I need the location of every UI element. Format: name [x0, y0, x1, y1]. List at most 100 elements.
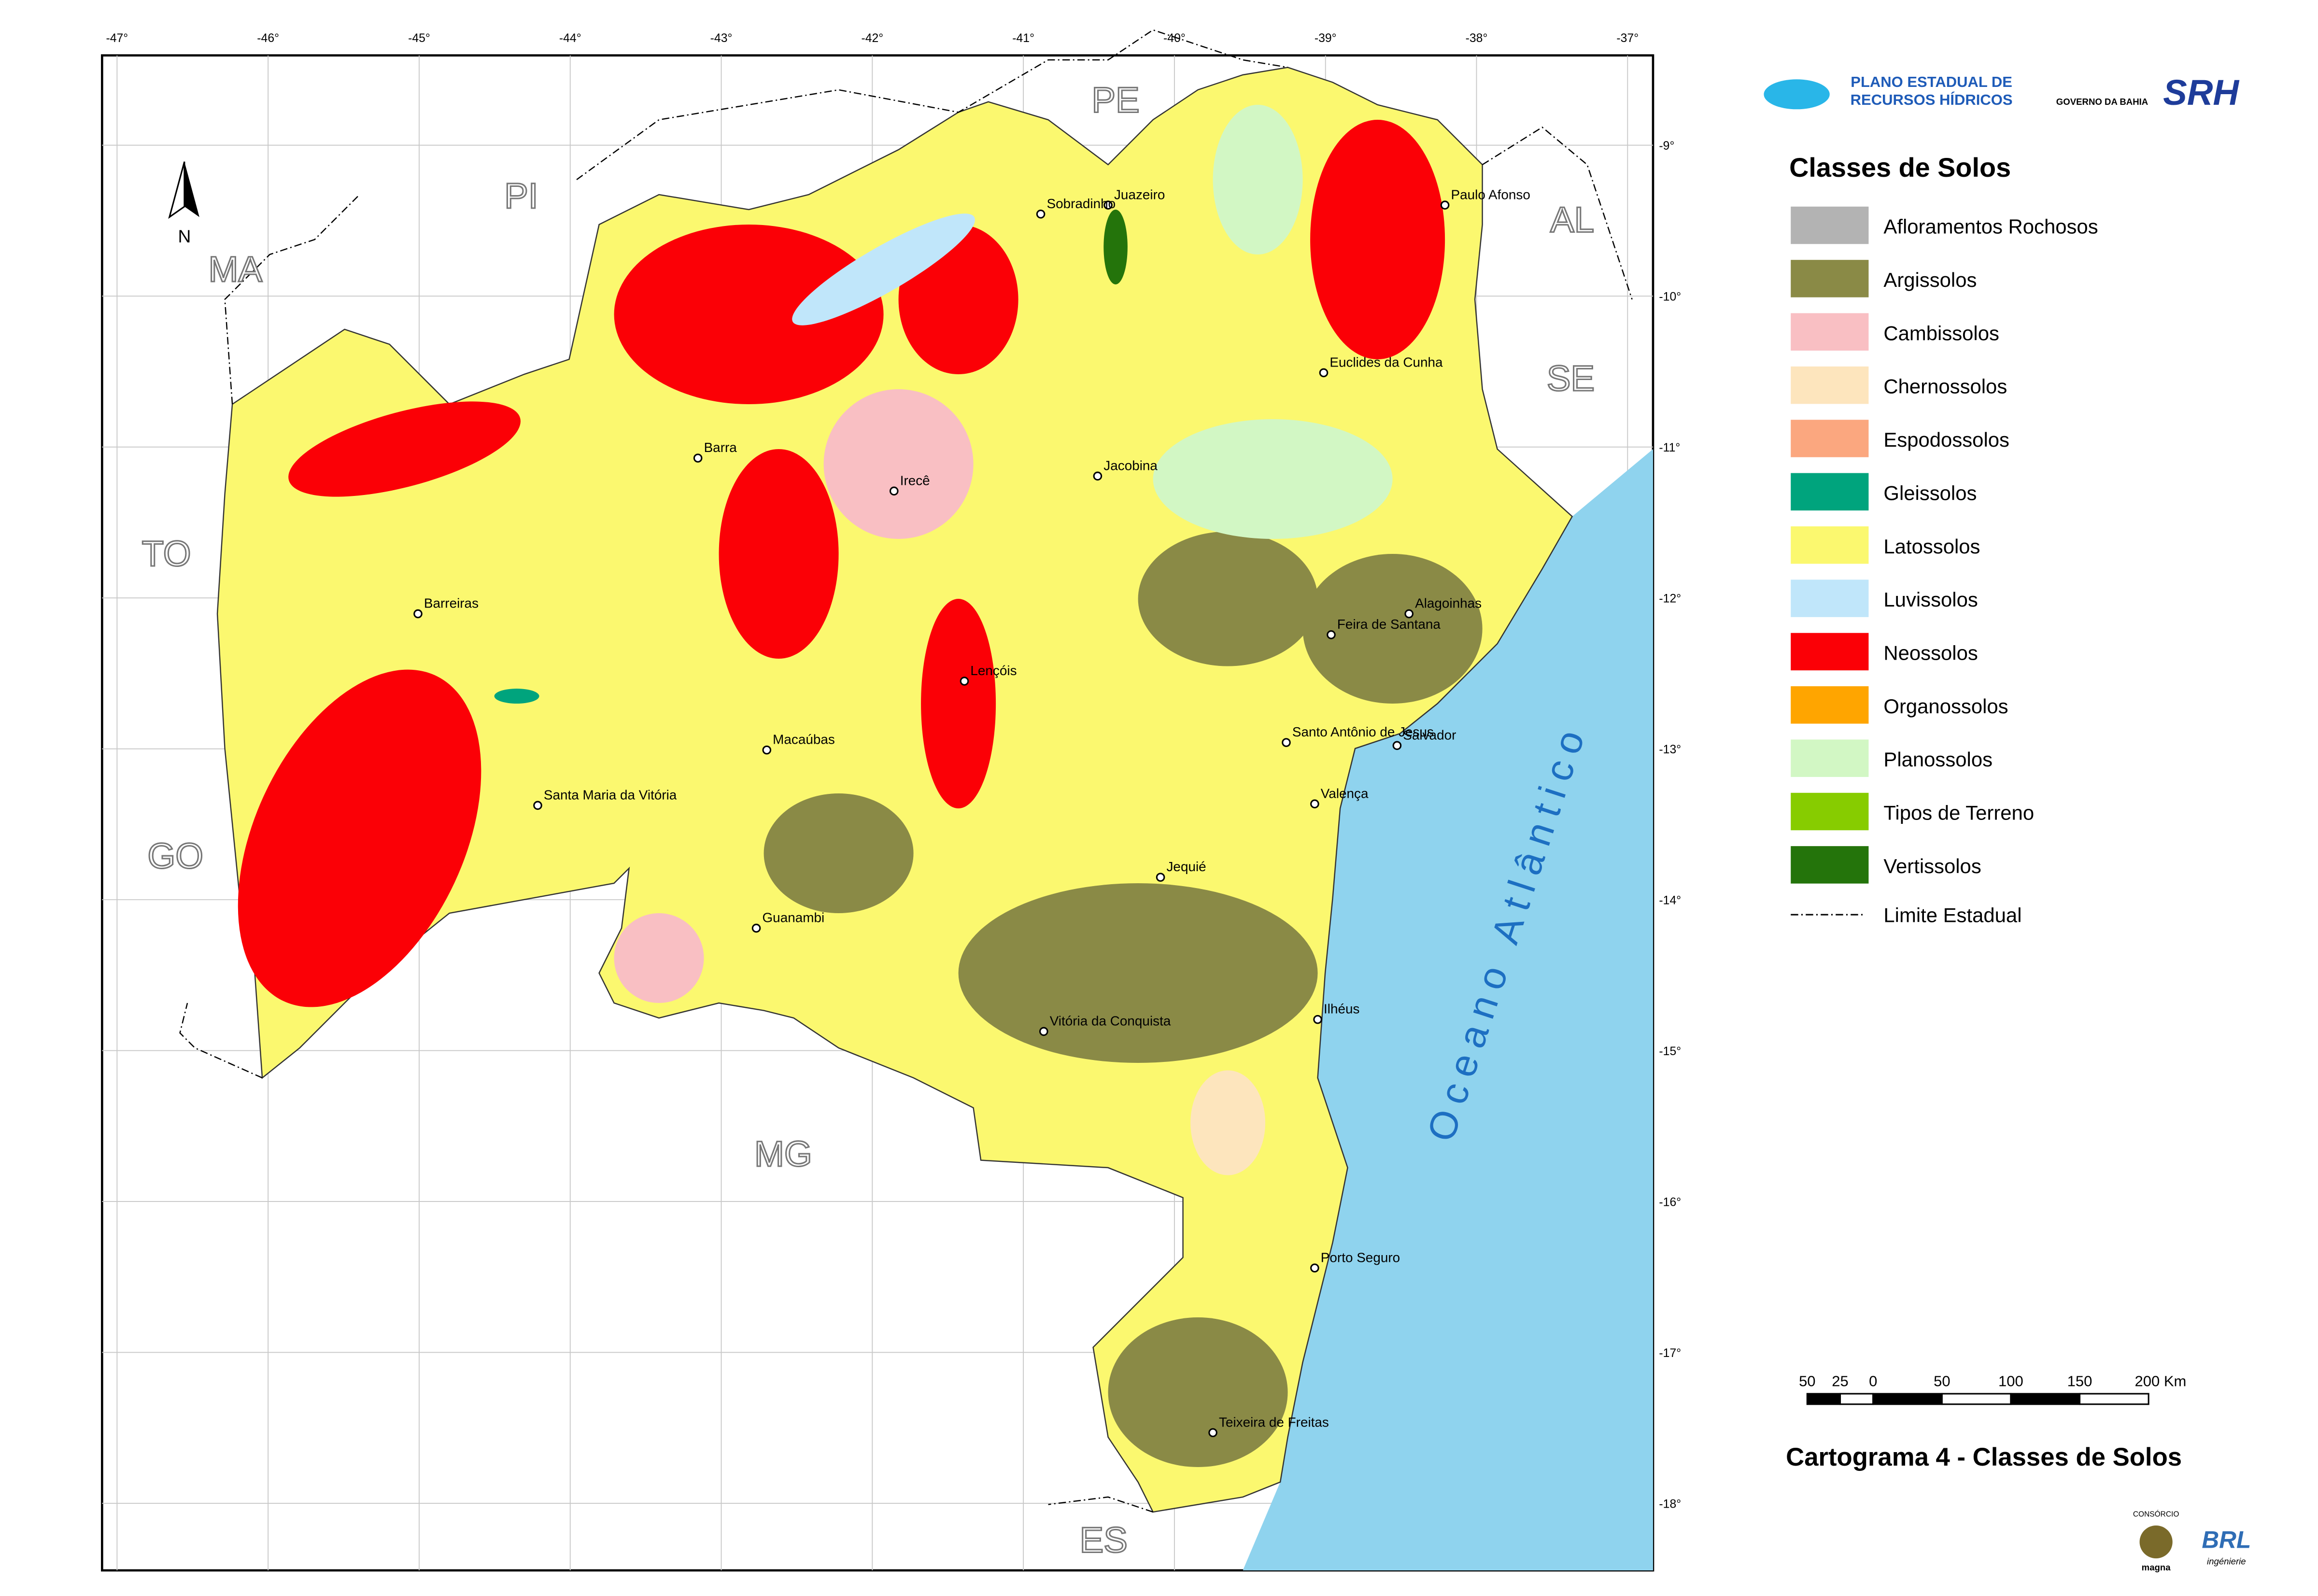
- soil-patch: [719, 449, 839, 659]
- legend-label: Limite Estadual: [1883, 904, 2021, 927]
- soil-patch: [792, 213, 975, 325]
- scale-segment: [1839, 1393, 1874, 1405]
- state-label: TO: [142, 534, 191, 574]
- soil-patch: [1108, 1317, 1288, 1468]
- header-title: PLANO ESTADUAL DE: [1851, 73, 2012, 90]
- city-label: Guanambi: [762, 910, 824, 925]
- legend-swatch: [1791, 846, 1869, 884]
- city-label: Lençóis: [970, 663, 1017, 678]
- boundary-line: [1482, 126, 1633, 300]
- north-label: N: [178, 226, 191, 246]
- government-label: GOVERNO DA BAHIA: [2056, 97, 2148, 107]
- soil-patch: [288, 401, 521, 497]
- state-label: AL: [1550, 200, 1594, 240]
- longitude-label: -46°: [257, 32, 279, 45]
- soil-patch: [921, 599, 996, 809]
- longitude-label: -45°: [408, 32, 430, 45]
- state-label: MG: [754, 1134, 812, 1174]
- city-marker: [751, 923, 761, 933]
- longitude-label: -43°: [710, 32, 733, 45]
- soil-patch: [823, 389, 974, 539]
- city-label: Feira de Santana: [1337, 617, 1441, 632]
- soil-patch: [238, 669, 481, 1007]
- legend-label: Luvissolos: [1883, 588, 1978, 611]
- legend-swatch: [1791, 526, 1869, 564]
- legend-label: Organossolos: [1883, 695, 2008, 718]
- state-label: MA: [208, 249, 262, 289]
- city-marker: [762, 745, 772, 755]
- soil-patch: [958, 883, 1318, 1063]
- soil-patch: [1190, 1070, 1266, 1175]
- latitude-label: -12°: [1659, 592, 1681, 605]
- legend-label: Vertissolos: [1883, 855, 1981, 877]
- legend-swatch: [1791, 633, 1869, 671]
- legend-label: Planossolos: [1883, 748, 1993, 771]
- city-marker: [1282, 738, 1291, 747]
- state-label: ES: [1080, 1520, 1128, 1560]
- legend-swatch: [1791, 313, 1869, 351]
- city-label: Santa Maria da Vitória: [544, 787, 677, 802]
- scale-label: 200 Km: [2135, 1373, 2187, 1390]
- city-label: Valença: [1321, 786, 1369, 801]
- city-label: Ilhéus: [1324, 1002, 1359, 1017]
- city-marker: [1036, 210, 1046, 219]
- city-marker: [1319, 368, 1329, 378]
- legend-swatch: [1791, 579, 1869, 617]
- legend-swatch: [1791, 792, 1869, 831]
- city-label: Jequié: [1167, 859, 1206, 874]
- city-label: Barreiras: [424, 596, 479, 611]
- city-marker: [1039, 1027, 1048, 1036]
- partner-logo: [2139, 1525, 2173, 1559]
- city-label: Santo Antônio de Jesus: [1292, 724, 1434, 739]
- city-marker: [413, 609, 423, 619]
- legend-swatch: [1791, 739, 1869, 777]
- legend-label: Gleissolos: [1883, 481, 1977, 504]
- legend-label: Cambissolos: [1883, 322, 1999, 344]
- longitude-label: -37°: [1616, 32, 1639, 45]
- city-label: Macaúbas: [773, 732, 835, 747]
- scale-label: 0: [1869, 1373, 1877, 1390]
- latitude-label: -11°: [1659, 441, 1680, 454]
- boundary-line: [1048, 1496, 1153, 1513]
- legend-label: Afloramentos Rochosos: [1883, 215, 2098, 238]
- scale-label: 50: [1934, 1373, 1950, 1390]
- longitude-label: -41°: [1012, 32, 1034, 45]
- caption: Cartograma 4 - Classes de Solos: [1786, 1443, 2182, 1471]
- legend-swatch: [1791, 420, 1869, 457]
- consortium-label: CONSÓRCIO: [2133, 1510, 2179, 1518]
- boundary-line: [576, 29, 1288, 181]
- city-marker: [1208, 1428, 1217, 1438]
- city-label: Irecê: [900, 473, 930, 488]
- latitude-label: -15°: [1659, 1045, 1681, 1058]
- labels: -47° -46° -45° -44° -43° -42° -41° -40° -39° -38°…: [106, 32, 1681, 1561]
- legend: Afloramentos Rochosos Argissolos Cambissol…: [1791, 206, 2098, 884]
- latitude-label: -14°: [1659, 894, 1681, 907]
- boundary-line: [224, 194, 360, 405]
- city-marker: [1313, 1015, 1322, 1024]
- scale-label: 100: [1998, 1373, 2023, 1390]
- latitude-label: -18°: [1659, 1497, 1681, 1511]
- city-marker: [1440, 200, 1450, 210]
- ocean: [1243, 449, 1654, 1570]
- legend-label: Espodossolos: [1883, 428, 2009, 451]
- legend-swatch: [1791, 686, 1869, 724]
- latitude-label: -10°: [1659, 290, 1681, 303]
- latitude-label: -16°: [1659, 1196, 1681, 1209]
- soil-patch: [763, 793, 914, 914]
- soil-patch: [494, 689, 539, 704]
- legend-label: Argissolos: [1883, 268, 1977, 291]
- soil-patches: [238, 105, 1483, 1468]
- soil-patch: [1103, 210, 1128, 285]
- city-label: Euclides da Cunha: [1329, 355, 1443, 370]
- city-label: Barra: [704, 440, 737, 455]
- state-label: SE: [1547, 358, 1595, 398]
- soil-patch: [1310, 120, 1445, 360]
- legend-swatch: [1791, 473, 1869, 511]
- legend-label: Chernossolos: [1883, 375, 2007, 398]
- city-label: Salvador: [1403, 727, 1456, 742]
- longitude-label: -44°: [559, 32, 581, 45]
- legend-title: Classes de Solos: [1789, 152, 2011, 183]
- city-label: Jacobina: [1103, 458, 1158, 473]
